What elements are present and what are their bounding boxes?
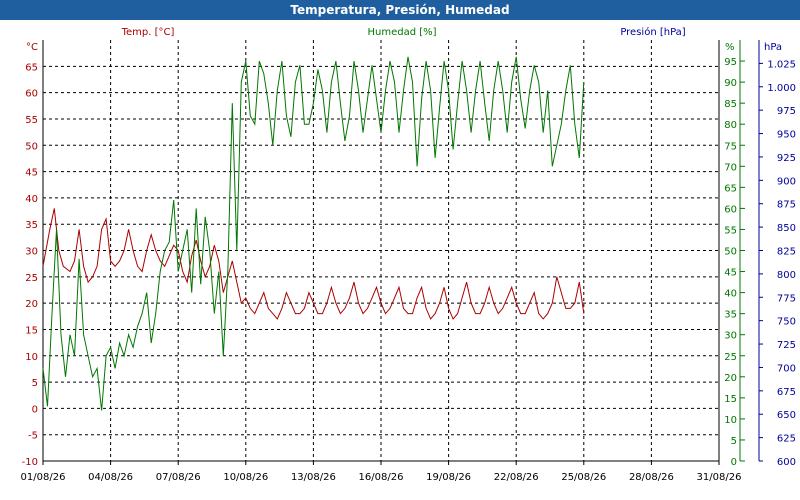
pres-tick-label: 725 (777, 340, 796, 351)
pres-tick-label: 1.025 (767, 59, 796, 70)
temp-tick-label: 0 (32, 404, 38, 415)
hum-tick-label: 60 (724, 204, 737, 215)
pres-tick-label: 925 (777, 153, 796, 164)
legend-pres: Presión [hPa] (620, 26, 685, 38)
hum-tick-label: 20 (724, 373, 737, 384)
pres-axis: hPa 600 625 650 675 700 725 750 775 800 825 850 875 9… (758, 40, 796, 468)
legend-hum: Humedad [%] (367, 27, 436, 38)
pres-tick-label: 850 (777, 223, 796, 234)
hum-tick-label: 40 (724, 289, 737, 300)
hum-tick-label: 75 (724, 141, 737, 152)
hum-tick-label: 35 (724, 310, 737, 321)
pres-unit-label: hPa (764, 42, 782, 53)
hum-unit-label: % (725, 42, 735, 53)
x-tick-label: 19/08/26 (426, 472, 471, 483)
hum-tick-label: 80 (724, 120, 737, 131)
temp-tick-label: 35 (25, 220, 38, 231)
x-tick-label: 10/08/26 (223, 472, 268, 483)
series-layer (42, 56, 585, 411)
pres-tick-label: 800 (777, 270, 796, 281)
temp-tick-label: 65 (25, 62, 38, 73)
x-tick-label: 04/08/26 (88, 472, 133, 483)
legend: Temp. [°C] Humedad [%] Presión [hPa] (121, 26, 686, 38)
temp-tick-label: 15 (25, 325, 38, 336)
pres-tick-label: 600 (777, 457, 796, 468)
pres-tick-label: 975 (777, 106, 796, 117)
x-tick-label: 25/08/26 (561, 472, 606, 483)
hum-tick-label: 25 (724, 352, 737, 363)
window-title: Temperatura, Presión, Humedad (0, 0, 800, 20)
pres-tick-label: 875 (777, 200, 796, 211)
temp-unit-label: °C (26, 42, 38, 53)
temp-tick-label: -10 (22, 457, 38, 468)
temp-tick-label: 55 (25, 115, 38, 126)
hum-axis: % 0 5 10 15 20 25 30 35 40 45 50 55 60 65 70 75 80 85 90 95 (724, 40, 745, 468)
temp-tick-label: 30 (25, 247, 38, 258)
temp-tick-label: -5 (28, 431, 38, 442)
grid (42, 40, 720, 462)
pres-tick-label: 900 (777, 176, 796, 187)
x-tick-label: 31/08/26 (697, 472, 742, 483)
temp-tick-label: 50 (25, 141, 38, 152)
pres-tick-label: 625 (777, 434, 796, 445)
hum-tick-label: 65 (724, 183, 737, 194)
legend-temp: Temp. [°C] (121, 27, 175, 38)
hum-tick-label: 85 (724, 99, 737, 110)
hum-tick-label: 55 (724, 225, 737, 236)
hum-tick-label: 10 (724, 415, 737, 426)
pres-tick-label: 675 (777, 387, 796, 398)
pres-tick-label: 700 (777, 363, 796, 374)
temp-tick-label: 40 (25, 194, 38, 205)
pres-tick-label: 775 (777, 293, 796, 304)
temp-axis: °C -10 -5 0 5 10 15 20 25 30 35 40 45 50 55 60 65 (22, 42, 38, 468)
pres-tick-label: 1.000 (767, 83, 796, 94)
temp-tick-label: 5 (32, 378, 38, 389)
x-tick-label: 22/08/26 (494, 472, 539, 483)
series-line-hum (42, 56, 585, 411)
temp-tick-label: 60 (25, 89, 38, 100)
hum-tick-label: 45 (724, 268, 737, 279)
pres-tick-label: 650 (777, 410, 796, 421)
x-tick-label: 01/08/26 (21, 472, 66, 483)
x-tick-label: 16/08/26 (359, 472, 404, 483)
hum-tick-label: 30 (724, 331, 737, 342)
pres-tick-label: 950 (777, 130, 796, 141)
pres-tick-label: 750 (777, 317, 796, 328)
chart-canvas: °C -10 -5 0 5 10 15 20 25 30 35 40 45 50 55 60 65 % 0 5 10 1… (21, 26, 796, 483)
hum-tick-label: 70 (724, 162, 737, 173)
x-tick-label: 28/08/26 (629, 472, 674, 483)
hum-tick-label: 5 (731, 436, 737, 447)
hum-tick-label: 50 (724, 247, 737, 258)
series-line-temp (42, 208, 585, 320)
temp-tick-label: 45 (25, 168, 38, 179)
x-tick-label: 07/08/26 (156, 472, 201, 483)
temp-tick-label: 25 (25, 273, 38, 284)
hum-tick-label: 0 (731, 457, 737, 468)
x-tick-label: 13/08/26 (291, 472, 336, 483)
hum-tick-label: 95 (724, 57, 737, 68)
temp-tick-label: 10 (25, 352, 38, 363)
x-axis: 01/08/26 04/08/26 07/08/26 10/08/26 13/08/26… (21, 461, 742, 483)
hum-tick-label: 90 (724, 78, 737, 89)
temp-tick-label: 20 (25, 299, 38, 310)
pres-tick-label: 825 (777, 247, 796, 258)
hum-tick-label: 15 (724, 394, 737, 405)
